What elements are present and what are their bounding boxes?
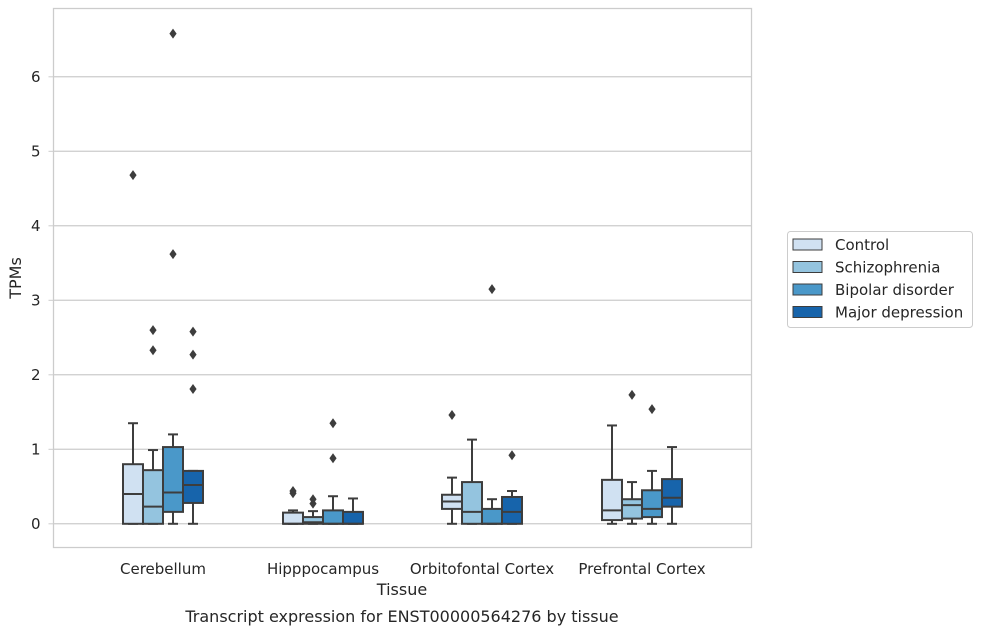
box-iqr (282, 511, 304, 525)
box-iqr (621, 498, 643, 520)
box-group (322, 418, 344, 525)
x-tick-label: Orbitofontal Cortex (410, 560, 554, 578)
outlier-point (189, 383, 197, 394)
y-tick-label: 6 (31, 68, 41, 86)
outlier-point (448, 410, 456, 421)
outlier-point (488, 284, 496, 295)
legend-label: Control (835, 236, 889, 254)
legend-label: Bipolar disorder (835, 281, 955, 299)
box-iqr (142, 469, 164, 525)
x-axis-ticks: Cerebellum Hipppocampus Orbitofontal Corte… (120, 560, 706, 578)
y-tick-label: 5 (31, 142, 41, 160)
box-iqr (322, 509, 344, 525)
y-axis-label: TPMs (6, 257, 25, 300)
y-tick-label: 0 (31, 515, 41, 533)
outlier-point (169, 28, 177, 39)
box-iqr (342, 510, 364, 525)
box-group (122, 170, 144, 525)
outlier-point (329, 453, 337, 464)
box-group (641, 404, 663, 525)
box-iqr (641, 489, 663, 519)
box-group (162, 28, 184, 525)
box-group (601, 424, 623, 525)
y-tick-label: 3 (31, 291, 41, 309)
box-iqr (162, 446, 184, 513)
outlier-point (169, 249, 177, 260)
box-group (481, 284, 503, 525)
grid-lines (53, 76, 752, 525)
y-tick-label: 1 (31, 440, 41, 458)
legend-frame (787, 231, 973, 328)
box-iqr (601, 478, 623, 522)
legend-label: Major depression (835, 304, 963, 322)
box-iqr (182, 469, 204, 504)
legend-label: Schizophrenia (835, 259, 940, 277)
box-iqr (481, 507, 503, 525)
outlier-point (189, 326, 197, 337)
box-group (461, 438, 483, 525)
box-group (661, 446, 683, 525)
outlier-point (309, 494, 317, 505)
outlier-point (149, 325, 157, 336)
outlier-point (648, 404, 656, 415)
legend-swatch (792, 306, 823, 318)
box-iqr (461, 481, 483, 525)
legend: Control Schizophrenia Bipolar disorder Majo… (787, 231, 973, 328)
x-tick-label: Hipppocampus (267, 560, 379, 578)
outlier-point (189, 349, 197, 360)
y-axis-ticks: 0 1 2 3 4 5 6 (31, 68, 54, 533)
box-group (302, 494, 324, 525)
outlier-point (289, 486, 297, 497)
box-group (282, 486, 304, 525)
box-series (122, 28, 683, 525)
outlier-point (129, 170, 137, 181)
x-tick-label: Prefrontal Cortex (578, 560, 705, 578)
box-group (501, 450, 523, 525)
legend-swatch (792, 283, 823, 296)
box-group (342, 497, 364, 525)
legend-swatch (792, 261, 823, 273)
outlier-point (628, 389, 636, 400)
outlier-point (329, 418, 337, 429)
legend-swatch (792, 238, 823, 251)
outlier-point (149, 345, 157, 356)
outlier-point (508, 450, 516, 461)
box-group (182, 326, 204, 525)
x-tick-label: Cerebellum (120, 560, 206, 578)
y-tick-label: 4 (31, 217, 41, 235)
chart-caption: Transcript expression for ENST0000056427… (184, 607, 618, 626)
box-group (621, 389, 643, 525)
box-group (142, 325, 164, 525)
plot-frame (52, 7, 753, 549)
box-group (441, 410, 463, 525)
x-axis-label: Tissue (376, 580, 427, 599)
box-iqr (661, 478, 683, 508)
box-iqr (501, 495, 523, 525)
y-tick-label: 2 (31, 366, 41, 384)
